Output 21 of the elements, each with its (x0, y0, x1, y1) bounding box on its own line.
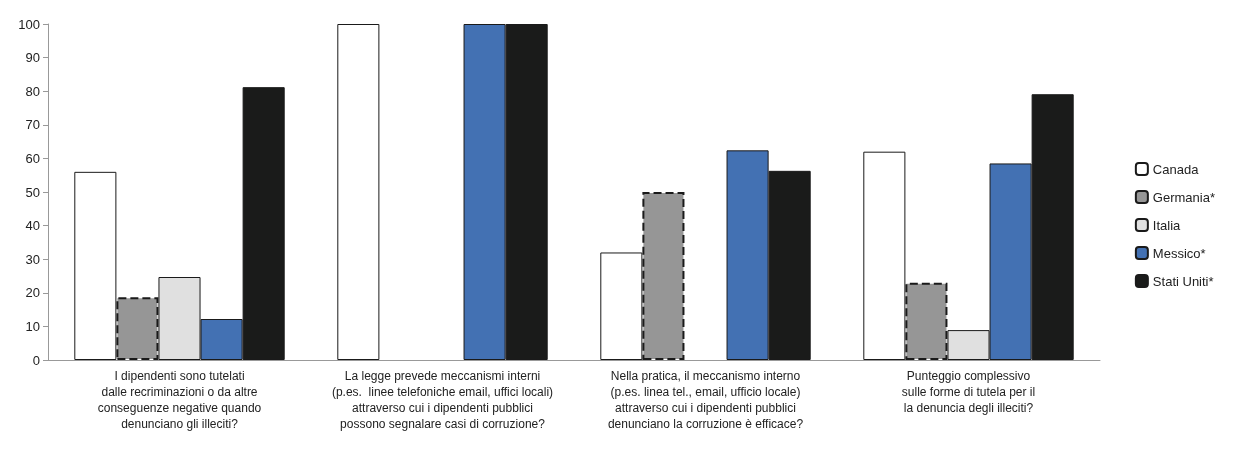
y-tick-label: 40 (25, 218, 40, 234)
legend-label: Stati Uniti* (1152, 273, 1214, 289)
y-tick-label: 50 (25, 184, 40, 200)
x-tick-label: Punteggio complessivo sulle forme di tutela per il la denuncia degli illeciti? (901, 369, 1036, 415)
x-tick-label: La legge prevede meccanismi interni (p.es. linee telefoniche email, uffici locali) attraverso cui i dipendenti pubblici possono segnalare casi di corruzione? (331, 369, 554, 431)
y-tick-label: 10 (25, 318, 40, 334)
bar (337, 24, 380, 360)
legend-label: Canada (1152, 161, 1200, 177)
x-tick-label: I dipendenti sono tutelati dalle recriminazioni o da altre conseguenze negative quando denunciano gli illeciti? (97, 369, 262, 431)
legend-label: Italia (1152, 217, 1182, 233)
y-tick-label: 100 (18, 16, 40, 32)
y-tick-label: 90 (25, 50, 40, 66)
y-tick-label: 70 (25, 117, 40, 133)
y-tick-label: 30 (25, 251, 40, 267)
x-tick-label: Nella pratica, il meccanismo interno (p.es. linea tel., email, ufficio locale) attraverso cui i dipendenti pubblici denunciano la corruzione è efficace? (607, 369, 804, 431)
y-tick-label: 60 (25, 150, 40, 166)
legend-label: Messico* (1152, 245, 1206, 261)
legend-label: Germania* (1152, 189, 1215, 205)
y-tick-label: 0 (32, 352, 40, 368)
y-tick-label: 20 (25, 285, 40, 301)
y-tick-label: 80 (25, 83, 40, 99)
